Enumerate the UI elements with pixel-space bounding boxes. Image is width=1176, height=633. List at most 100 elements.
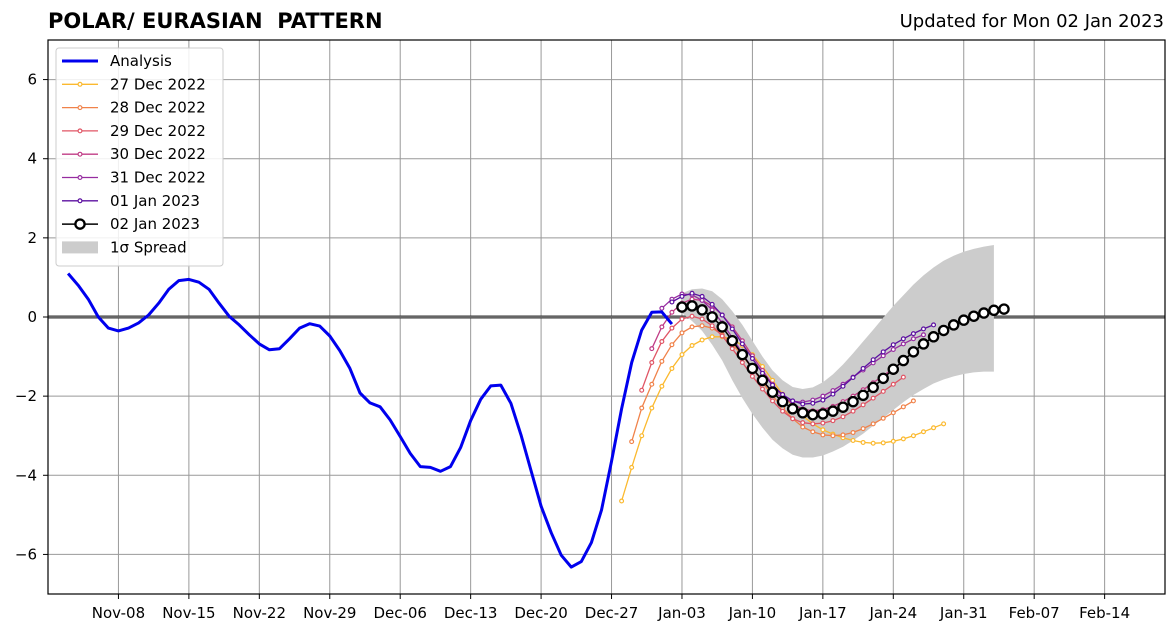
y-tick-label: 4	[27, 150, 37, 168]
forecast-point	[699, 293, 705, 299]
forecast-point	[659, 383, 665, 389]
forecast-point	[910, 336, 916, 342]
axis-layer: Nov-08 Nov-15 Nov-22 Nov-29 Dec-06 Dec-13 Dec-…	[15, 39, 1166, 622]
latest-point	[867, 381, 879, 394]
forecast-point	[890, 410, 896, 416]
latest-point	[917, 338, 930, 350]
latest-point	[978, 307, 990, 319]
x-tick-label: Nov-08	[92, 604, 145, 622]
latest-point	[766, 386, 779, 398]
forecast-point	[900, 341, 906, 347]
legend-swatch-marker	[77, 105, 83, 111]
forecast-point	[840, 432, 846, 438]
y-tick-label: 6	[27, 71, 37, 89]
legend-label: 27 Dec 2022	[110, 75, 206, 93]
legend-box	[55, 47, 224, 267]
legend-swatch-marker	[77, 81, 83, 87]
forecast-point	[810, 421, 816, 427]
forecast-point	[800, 424, 806, 430]
forecast-point	[880, 440, 886, 446]
forecast-point	[649, 360, 655, 366]
latest-point	[716, 321, 728, 333]
forecast-point	[931, 322, 937, 328]
latest-point	[947, 319, 960, 331]
forecast-point	[669, 342, 675, 348]
forecast-point	[619, 498, 625, 504]
latest-point	[807, 408, 819, 421]
forecast-point	[770, 398, 776, 404]
latest-point	[686, 300, 698, 312]
forecast-point	[890, 346, 896, 352]
forecast-point	[639, 433, 645, 439]
latest-point	[957, 314, 970, 326]
x-tick-label: Nov-29	[303, 604, 356, 622]
forecast-point	[920, 429, 926, 435]
forecast-point	[629, 464, 635, 470]
latest-point	[746, 362, 759, 375]
forecast-point	[649, 346, 655, 352]
forecast-point	[649, 381, 655, 387]
legend-entry-2: 28 Dec 2022	[62, 99, 206, 117]
legend-entry-3: 29 Dec 2022	[62, 122, 206, 140]
forecast-point	[870, 357, 876, 363]
updated-date-label: Updated for Mon 02 Jan 2023	[899, 11, 1164, 32]
forecast-point	[890, 381, 896, 387]
forecast-point	[830, 418, 836, 424]
forecast-point	[850, 375, 856, 381]
x-tick-label: Dec-27	[585, 604, 639, 622]
x-tick-label: Nov-22	[233, 604, 286, 622]
forecast-point	[820, 420, 826, 426]
forecast-point	[850, 408, 856, 414]
forecast-point	[699, 297, 705, 303]
forecast-point	[870, 395, 876, 401]
legend-label: Analysis	[110, 52, 172, 70]
forecast-point	[931, 425, 937, 431]
latest-point	[847, 395, 859, 408]
forecast-point	[810, 429, 816, 435]
forecast-point	[709, 307, 715, 313]
forecast-point	[759, 370, 765, 376]
forecast-point	[749, 373, 755, 379]
forecast-point	[900, 336, 906, 342]
analysis-line	[66, 272, 674, 569]
forecast-point	[800, 420, 806, 426]
forecast-point	[699, 316, 705, 322]
forecast-point	[679, 352, 685, 358]
latest-point	[726, 334, 739, 347]
forecast-point	[709, 301, 715, 307]
forecast-point	[820, 397, 826, 403]
latest-point	[968, 310, 980, 322]
legend-swatch-marker	[77, 198, 83, 204]
x-tick-label: Jan-31	[939, 604, 988, 622]
latest-point	[696, 304, 708, 316]
latest-point	[776, 395, 789, 408]
latest-point	[988, 304, 1000, 317]
forecast-point	[830, 391, 836, 397]
chart-title: POLAR/ EURASIAN PATTERN	[48, 9, 383, 33]
x-tick-label: Jan-10	[728, 604, 777, 622]
forecast-point	[770, 382, 776, 388]
forecast-point	[870, 421, 876, 427]
x-tick-label: Jan-03	[657, 604, 706, 622]
legend-label: 02 Jan 2023	[110, 215, 200, 233]
forecast-point	[800, 401, 806, 407]
forecast-point	[729, 326, 735, 332]
forecast-point	[900, 374, 906, 380]
forecast-point	[649, 405, 655, 411]
forecast-point	[689, 290, 695, 296]
latest-point	[756, 374, 769, 387]
legend-swatch-marker	[77, 128, 83, 134]
forecast-point	[790, 416, 796, 422]
forecast-point	[679, 330, 685, 336]
legend-swatch-marker	[77, 175, 83, 181]
forecast-point	[860, 402, 866, 408]
spread-band-layer	[682, 245, 994, 458]
forecast-point	[780, 408, 786, 414]
forecast-series-2	[639, 313, 906, 427]
forecast-point	[880, 349, 886, 355]
legend-swatch-marker	[77, 151, 83, 157]
forecast-point	[880, 353, 886, 359]
forecast-point	[719, 312, 725, 318]
forecast-point	[850, 437, 856, 443]
